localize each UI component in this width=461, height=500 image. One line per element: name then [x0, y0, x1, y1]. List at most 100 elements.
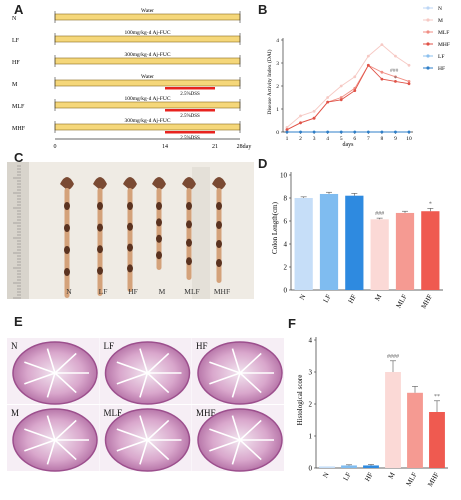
histology-label: LF [104, 341, 115, 351]
b-xtick-label: 1 [286, 136, 289, 142]
b-series-line-MLF [286, 64, 410, 131]
b-xtick-label: 10 [406, 136, 412, 142]
stool-pellet [156, 218, 162, 227]
b-legend-label: N [438, 6, 442, 12]
b-point-M [380, 43, 384, 46]
dss-bar [165, 109, 215, 112]
d-bar-M [370, 219, 389, 290]
f-ytick-label: 4 [309, 337, 313, 345]
panel-letter-f: F [288, 316, 296, 331]
stool-pellet [127, 202, 133, 210]
b-xtick-label: 7 [367, 136, 370, 142]
stool-pellet [64, 202, 70, 210]
b-ytick-label: 4 [276, 38, 279, 44]
lumen-fold [209, 428, 241, 441]
lumen-fold [139, 348, 149, 374]
panel-letter-b: B [258, 2, 268, 17]
colon-label: LF [99, 287, 108, 296]
d-annotation: ### [375, 211, 384, 217]
d-bar-MLF [395, 212, 415, 290]
colon-segment [186, 188, 192, 280]
lumen-fold [209, 439, 241, 452]
stool-pellet [186, 202, 192, 210]
b-legend-marker [426, 54, 430, 58]
lumen-fold [239, 352, 262, 374]
tick-28: 28day [237, 144, 252, 150]
lumen-fold [46, 348, 56, 374]
f-bar-M [385, 372, 401, 468]
b-point-M [407, 63, 411, 67]
cecum [182, 177, 196, 190]
lumen-fold [116, 439, 148, 452]
stool-pellet [97, 202, 103, 210]
b-annot-star: * [394, 76, 397, 82]
b-point-MHF [312, 116, 316, 120]
lumen-fold [24, 428, 56, 441]
treatment-text: 300mg/kg·d Aj-FUC [125, 118, 171, 124]
treatment-bar [54, 13, 241, 21]
f-bar-N [319, 466, 335, 468]
b-point-M [339, 84, 343, 88]
b-point-MLF [339, 96, 343, 99]
stool-pellet [216, 259, 222, 267]
b-annot-hash: ### [390, 68, 399, 74]
f-xtick-label: MLF [405, 471, 419, 488]
timeline-diagram: N Water LF 100mg/kg·d Aj-FUC HF 300mg/kg·d Aj… [12, 8, 252, 150]
dss-bar [165, 131, 215, 134]
b-point-HF [339, 130, 343, 134]
panel-letter-d: D [258, 156, 268, 171]
b-point-HF [366, 130, 370, 134]
treatment-bar [54, 101, 241, 109]
colon-label: M [159, 287, 166, 296]
b-xtick-label: 9 [394, 136, 397, 142]
b-legend-label: LF [438, 54, 444, 60]
row-label: M [12, 82, 18, 88]
b-legend-label: HF [438, 66, 445, 72]
d-ytick-label: 4 [284, 241, 288, 249]
b-point-M [353, 75, 357, 79]
b-legend-marker [426, 30, 430, 34]
d-xtick-label: HF [347, 293, 358, 305]
b-legend-marker [426, 6, 430, 10]
f-bar-MHF [429, 412, 445, 468]
lumen-fold [146, 439, 170, 461]
d-ytick-label: 10 [280, 172, 288, 180]
lumen-fold [24, 372, 56, 385]
dss-label: 2.5%DSS [180, 92, 200, 97]
b-point-MHF [353, 89, 357, 92]
b-ytick-label: 0 [276, 130, 279, 136]
f-ytick-label: 1 [309, 433, 313, 441]
b-xtick-label: 2 [299, 136, 302, 142]
stool-pellet [216, 221, 222, 229]
b-ytick-label: 3 [276, 61, 279, 67]
treatment-text: 100mg/kg·d Aj-FUC [125, 30, 171, 36]
b-xtick-label: 5 [340, 136, 343, 142]
cecum [123, 177, 137, 190]
stool-pellet [216, 240, 222, 248]
f-ytick-label: 2 [309, 401, 313, 409]
stool-pellet [186, 257, 192, 266]
stool-pellet [216, 202, 222, 210]
row-label: MLF [12, 104, 25, 110]
lumen-fold [46, 372, 56, 398]
cecum [60, 177, 74, 190]
d-xtick-label: M [373, 292, 383, 302]
d-xtick-label: LF [322, 293, 333, 304]
d-ytick-label: 6 [284, 218, 288, 226]
stool-pellet [127, 222, 133, 231]
f-xtick-label: M [387, 470, 397, 480]
treatment-bar [54, 123, 241, 131]
lumen-fold [146, 419, 170, 441]
f-annotation: #### [387, 354, 399, 360]
dai-line-chart: 0 1 2 3 4 1 2 3 4 5 6 7 8 9 10 NM MLF MHF LF HF days Disea… [266, 6, 450, 148]
d-ylabel: Colon Length(cm) [271, 201, 279, 254]
d-ytick-label: 2 [284, 264, 288, 272]
b-point-MHF [339, 98, 343, 102]
lumen-fold [239, 439, 262, 461]
lumen-fold [46, 415, 56, 441]
lumen-fold [24, 439, 56, 452]
histology-tile-HF: HF [192, 338, 284, 405]
d-ytick-label: 8 [284, 195, 288, 203]
stool-pellet [64, 268, 70, 276]
b-xtick-label: 6 [353, 136, 356, 142]
